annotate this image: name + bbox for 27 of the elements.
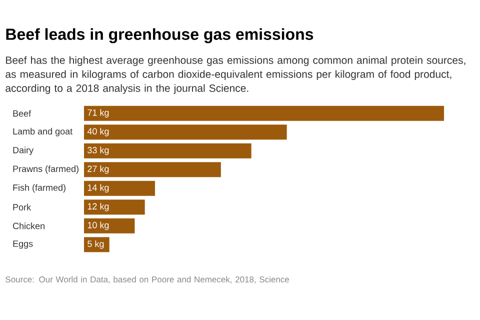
y-tick-label: Fish (farmed) (13, 184, 66, 193)
source-note: Source: Our World in Data, based on Poore and Nemecek, 2018, Science (6, 276, 290, 284)
bar (84, 180, 155, 196)
data-label: 27 kg (88, 165, 109, 174)
y-tick-label: Lamb and goat (13, 128, 72, 136)
data-label: 33 kg (88, 146, 109, 156)
data-label: 12 kg (88, 202, 109, 212)
y-tick-label: Beef (13, 110, 32, 117)
bar (84, 218, 135, 234)
y-tick-label: Dairy (13, 146, 34, 156)
bar (84, 143, 252, 158)
data-label: 10 kg (88, 222, 109, 230)
y-tick-label: Eggs (13, 240, 33, 249)
bar (84, 106, 444, 121)
bar (84, 162, 221, 178)
y-tick-label: Chicken (12, 222, 44, 230)
chart-subtitle: Beef has the highest average greenhouse gas emissions among common animal protein sources, as measured in kilograms of carbon dioxide-equivalent emissions per kilogram of food product, according to a 2018 analysis in the journal Science. (6, 56, 466, 94)
y-tick-label: Prawns (farmed) (13, 165, 78, 174)
data-label: 5 kg (88, 240, 104, 249)
chart-title: Beef leads in greenhouse gas emissions (6, 28, 314, 44)
bar (84, 200, 145, 215)
data-label: 40 kg (87, 128, 109, 136)
data-label: 71 kg (88, 109, 109, 118)
bar (84, 124, 287, 140)
bar (84, 237, 110, 252)
data-label: 14 kg (88, 184, 109, 193)
y-tick-label: Pork (13, 204, 32, 210)
